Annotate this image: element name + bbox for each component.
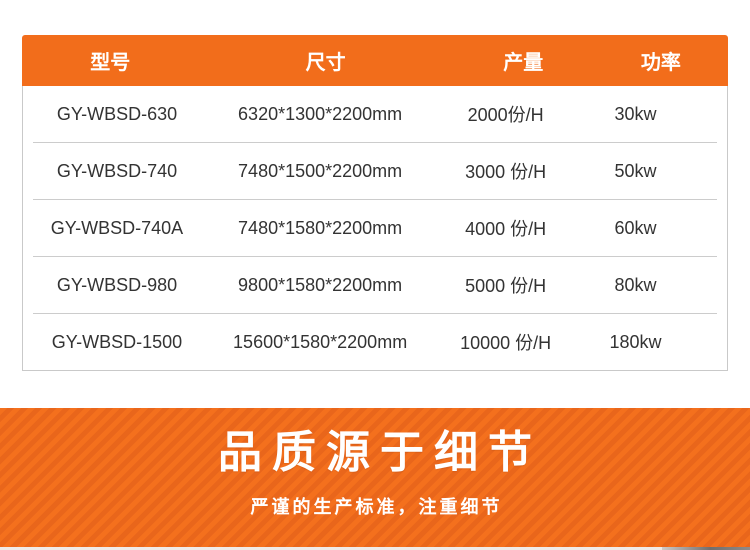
spec-table-body: GY-WBSD-630 6320*1300*2200mm 2000份/H 30k…	[22, 86, 728, 371]
cell-output: 3000 份/H	[465, 162, 547, 182]
cell-output: 2000份/H	[467, 105, 544, 125]
cell-output: 5000 份/H	[465, 276, 547, 296]
cell-size: 9800*1580*2200mm	[238, 274, 403, 295]
spec-table-header-row: 型号 尺寸 产量 功率	[22, 35, 728, 86]
cell-model: GY-WBSD-740	[56, 160, 178, 181]
bottom-strip-shadow	[662, 547, 750, 550]
column-header-power: 功率	[640, 52, 681, 74]
cell-model: GY-WBSD-740A	[50, 217, 184, 238]
spec-table: 型号 尺寸 产量 功率 GY-WBSD-630 6320*1300*2200mm…	[22, 35, 728, 371]
column-header-model: 型号	[90, 52, 131, 74]
cell-size: 7480*1580*2200mm	[238, 217, 403, 238]
table-row: GY-WBSD-740 7480*1500*2200mm 3000 份/H 50…	[33, 142, 717, 199]
table-row: GY-WBSD-630 6320*1300*2200mm 2000份/H 30k…	[33, 86, 717, 142]
cell-power: 30kw	[614, 103, 657, 124]
cell-power: 80kw	[614, 274, 657, 295]
cell-power: 60kw	[614, 217, 657, 238]
banner-subtitle: 严谨的生产标准，注重细节	[250, 496, 503, 517]
column-header-size: 尺寸	[305, 52, 346, 74]
cell-model: GY-WBSD-980	[56, 274, 178, 295]
table-row: GY-WBSD-980 9800*1580*2200mm 5000 份/H 80…	[33, 256, 717, 313]
table-row: GY-WBSD-1500 15600*1580*2200mm 10000 份/H…	[33, 313, 717, 370]
cell-output: 4000 份/H	[465, 219, 547, 239]
cell-output: 10000 份/H	[460, 333, 552, 353]
cell-size: 6320*1300*2200mm	[238, 103, 403, 124]
bottom-cutoff-strip	[0, 547, 750, 550]
cell-size: 15600*1580*2200mm	[233, 331, 408, 352]
cell-power: 50kw	[614, 160, 657, 181]
cell-model: GY-WBSD-630	[56, 103, 178, 124]
banner-title: 品质源于细节	[218, 428, 542, 477]
cell-power: 180kw	[609, 331, 662, 352]
quality-banner: 品质源于细节 严谨的生产标准，注重细节	[0, 408, 750, 547]
cell-size: 7480*1500*2200mm	[238, 160, 403, 181]
table-row: GY-WBSD-740A 7480*1580*2200mm 4000 份/H 6…	[33, 199, 717, 256]
cell-model: GY-WBSD-1500	[51, 331, 183, 352]
column-header-output: 产量	[503, 52, 544, 74]
